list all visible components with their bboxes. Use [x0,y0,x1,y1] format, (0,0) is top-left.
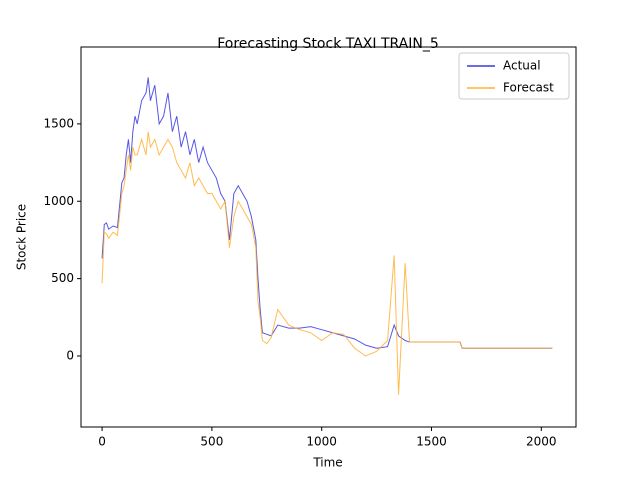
y-tick-label: 1000 [43,194,74,208]
x-axis-label: Time [312,456,342,470]
x-tick-label: 0 [98,435,106,449]
x-tick-label: 2000 [526,435,557,449]
chart-title: Forecasting Stock TAXI TRAIN_5 [217,36,439,52]
y-axis-label: Stock Price [15,204,29,270]
series-line [101,131,553,395]
y-tick-label: 500 [51,271,74,285]
y-tick-label: 0 [66,348,74,362]
y-tick-label: 1500 [43,116,74,130]
x-tick-label: 500 [200,435,223,449]
legend-label: Actual [503,59,541,73]
legend-label: Forecast [503,81,554,95]
plot-frame [80,46,577,428]
x-tick-label: 1000 [306,435,337,449]
series-line [101,77,553,349]
x-tick-label: 1500 [416,435,447,449]
